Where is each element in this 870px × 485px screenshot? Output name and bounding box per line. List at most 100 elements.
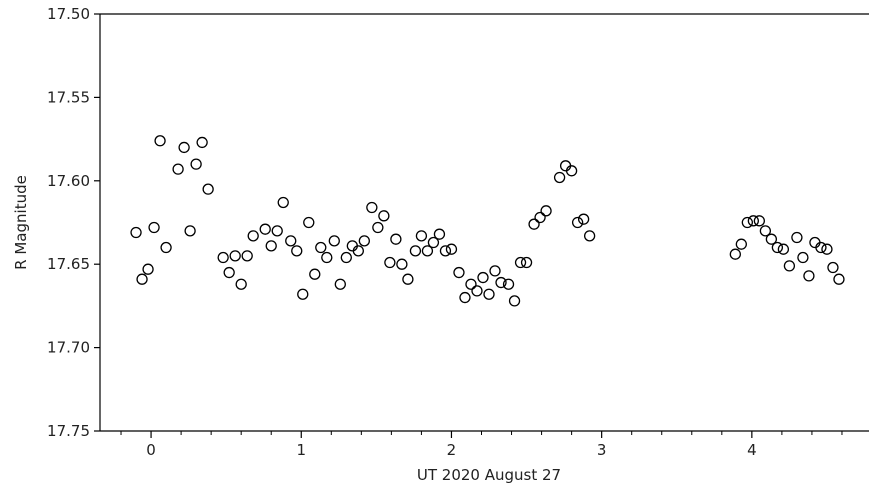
data-point [309,268,321,280]
data-point [489,265,501,277]
y-tick-label: 17.50 [47,5,90,23]
data-point [421,245,434,257]
data-point [495,276,507,289]
data-point [291,245,303,257]
data-point [729,248,741,260]
data-point [384,256,396,269]
data-point [753,215,766,227]
data-point [741,216,753,229]
data-point [833,273,845,285]
data-point [465,278,477,290]
data-point [271,225,283,237]
data-point [285,235,297,247]
data-point [334,278,346,290]
data-point [241,250,253,262]
data-point [534,211,546,224]
data-point [352,245,364,257]
data-point [514,256,527,269]
data-points [130,135,845,307]
data-point [277,196,289,209]
data-point [160,241,172,254]
data-point [184,225,196,237]
data-point [136,273,148,285]
data-point [229,250,241,262]
data-point [540,205,552,217]
x-tick-label: 4 [747,441,757,459]
data-point [340,251,352,264]
data-point [148,221,160,234]
data-point [553,171,566,184]
data-point [528,218,540,230]
data-point [390,233,402,245]
data-point [445,243,458,255]
data-point [378,210,390,222]
data-point [747,215,759,227]
y-axis-label: R Magnitude [12,175,30,270]
data-point [196,136,208,149]
data-point [202,183,214,195]
data-point [797,251,809,264]
data-point [765,233,778,245]
data-point [471,285,483,297]
data-point [372,221,384,234]
data-point [190,158,202,170]
data-point [520,256,533,269]
data-point [477,271,489,284]
data-point [297,288,309,300]
data-point [735,238,747,250]
y-tick-label: 17.70 [47,339,90,357]
data-point [783,260,796,272]
data-point [235,278,247,290]
data-point [315,241,327,254]
data-point [142,263,154,275]
y-axis-ticks: 17.50 17.55 17.60 17.65 17.70 17.75 [47,5,100,440]
data-point [178,141,190,154]
data-point [415,230,428,242]
data-point [358,235,370,247]
data-point [223,266,235,279]
y-tick-label: 17.55 [47,88,90,106]
data-point [433,228,446,240]
data-point [396,258,408,270]
x-axis-label: UT 2020 August 27 [417,466,561,484]
data-point [759,225,772,237]
data-point [583,230,596,242]
x-tick-label: 1 [296,441,306,459]
x-tick-label: 3 [597,441,607,459]
x-tick-label: 2 [447,441,457,459]
data-point [130,226,142,239]
plot-frame [99,13,869,432]
data-point [259,223,271,235]
data-point [439,245,452,257]
data-point [247,230,259,242]
data-point [303,216,315,229]
data-point [502,278,515,290]
data-point [366,201,378,214]
y-tick-label: 17.75 [47,422,90,440]
y-tick-label: 17.60 [47,172,90,190]
data-point [821,243,833,255]
data-point [827,261,839,274]
data-point [154,135,166,147]
data-point [771,241,784,254]
data-point [777,243,790,255]
data-point [217,251,229,264]
y-tick-label: 17.65 [47,255,90,273]
x-axis-ticks: 0 1 2 3 4 [120,431,843,459]
data-point [265,240,277,252]
data-point [172,163,184,175]
data-point [571,216,584,229]
data-point [453,266,465,279]
data-point [815,241,827,254]
x-tick-label: 0 [146,441,156,459]
data-point [409,245,422,257]
data-point [565,165,578,177]
data-point [402,273,414,285]
data-point [427,236,440,249]
data-point [803,270,815,282]
data-point [321,251,333,264]
data-point [483,288,495,300]
data-point [791,231,803,244]
data-point [577,213,590,225]
